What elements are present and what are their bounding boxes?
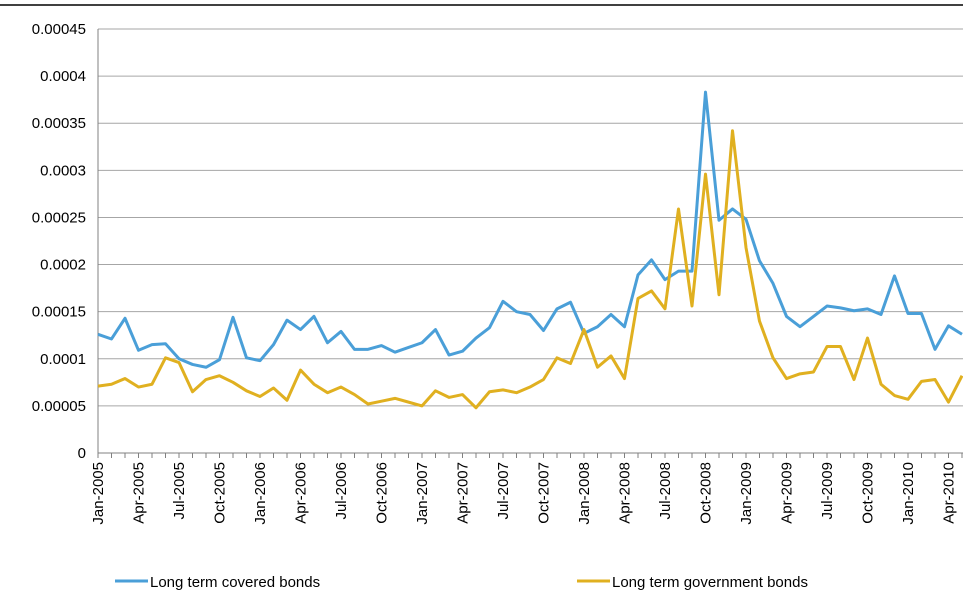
y-tick-label: 0.0003: [40, 162, 86, 179]
x-tick-label: Jan-2007: [414, 462, 431, 525]
x-tick-label: Jan-2010: [900, 462, 917, 525]
series-line: [97, 90, 963, 369]
x-tick-label: Oct-2006: [374, 462, 391, 524]
y-tick-label: 0.00045: [32, 21, 86, 38]
y-tick-label: 0.00015: [32, 304, 86, 321]
x-tick-label: Jul-2007: [495, 462, 512, 520]
x-tick-label: Jul-2009: [819, 462, 836, 520]
x-tick-label: Oct-2007: [536, 462, 553, 524]
y-tick-label: 0.00025: [32, 209, 86, 226]
x-tick-label: Jan-2008: [576, 462, 593, 525]
x-tick-label: Jan-2006: [252, 462, 269, 525]
x-tick-label: Apr-2010: [941, 462, 958, 524]
x-tick-label: Jan-2005: [90, 462, 107, 525]
x-tick-label: Jan-2009: [738, 462, 755, 525]
legend-label: Long term covered bonds: [150, 574, 320, 591]
y-tick-label: 0.00035: [32, 115, 86, 132]
x-tick-label: Apr-2007: [455, 462, 472, 524]
y-tick-label: 0.00005: [32, 398, 86, 415]
series-line: [97, 129, 963, 410]
x-tick-label: Jul-2008: [657, 462, 674, 520]
y-tick-label: 0.0004: [40, 68, 86, 85]
x-tick-label: Apr-2005: [131, 462, 148, 524]
x-tick-label: Oct-2009: [860, 462, 877, 524]
y-tick-label: 0: [78, 445, 86, 462]
x-tick-label: Oct-2008: [698, 462, 715, 524]
x-tick-label: Apr-2009: [779, 462, 796, 524]
x-tick-label: Jul-2006: [333, 462, 350, 520]
x-tick-label: Apr-2006: [293, 462, 310, 524]
y-tick-label: 0.0002: [40, 257, 86, 274]
legend-label: Long term government bonds: [612, 574, 808, 591]
x-tick-label: Oct-2005: [212, 462, 229, 524]
x-tick-label: Jul-2005: [171, 462, 188, 520]
x-tick-label: Apr-2008: [617, 462, 634, 524]
y-tick-label: 0.0001: [40, 351, 86, 368]
